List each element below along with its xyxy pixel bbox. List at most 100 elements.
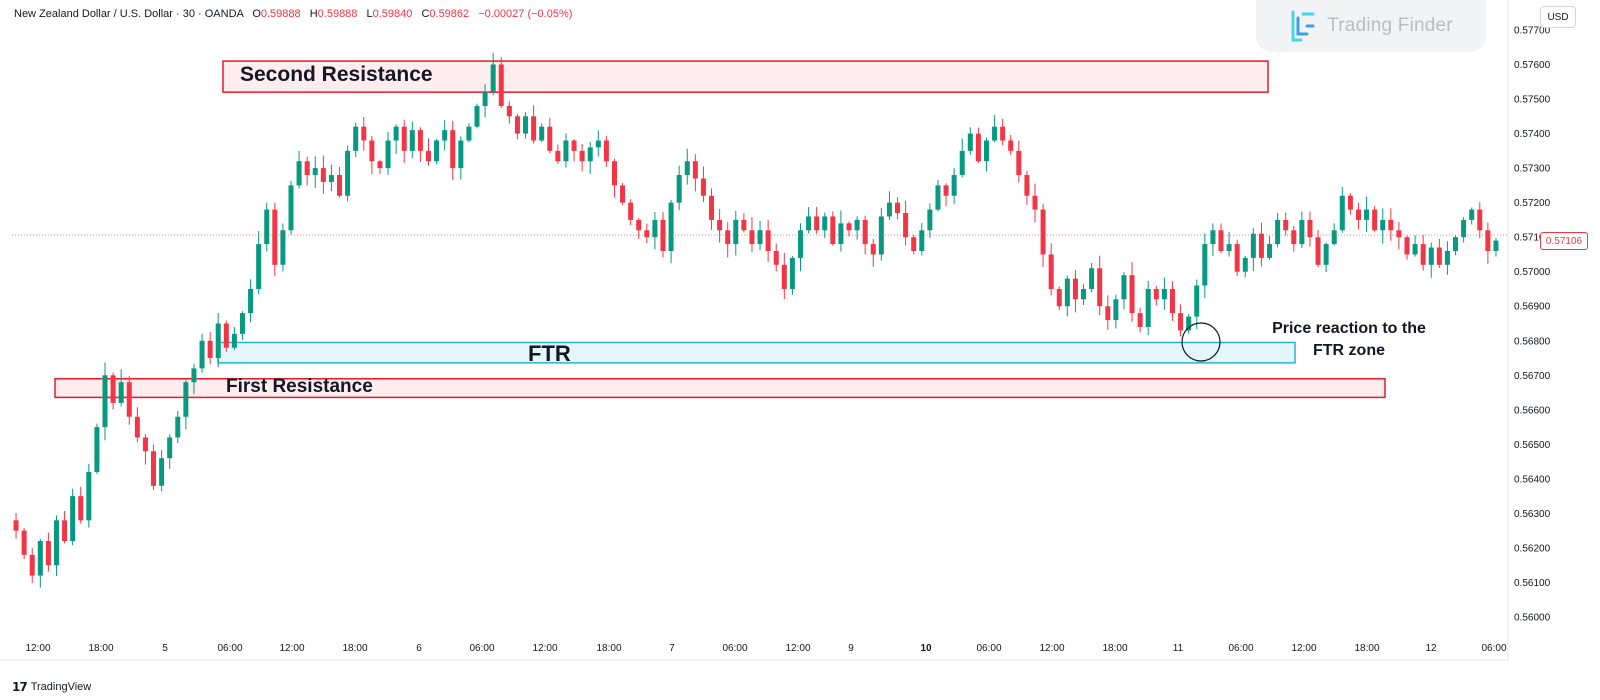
candle-body bbox=[959, 150, 965, 176]
candle-body bbox=[345, 150, 351, 196]
candle-body bbox=[191, 368, 197, 383]
candle-body bbox=[830, 216, 836, 245]
x-tick-label: 12:00 bbox=[1039, 643, 1064, 654]
x-tick-label: 18:00 bbox=[1102, 643, 1127, 654]
candle-body bbox=[951, 175, 957, 196]
candle-body bbox=[1081, 288, 1087, 300]
x-tick-label: 06:00 bbox=[217, 643, 242, 654]
candle-body bbox=[757, 230, 763, 245]
candle-body bbox=[474, 105, 480, 127]
candle-body bbox=[53, 520, 59, 566]
candle-body bbox=[442, 130, 448, 141]
candle-body bbox=[450, 130, 456, 169]
candle-body bbox=[102, 375, 108, 428]
high-value: 0.59888 bbox=[317, 8, 358, 20]
candle-body bbox=[328, 175, 334, 182]
candle-body bbox=[1064, 278, 1070, 307]
candle-body bbox=[215, 323, 221, 359]
x-tick-label: 12:00 bbox=[532, 643, 557, 654]
open-value: 0.59888 bbox=[260, 8, 301, 20]
candle-body bbox=[118, 382, 124, 403]
tradingview-logo-icon: 𝟭𝟳 bbox=[12, 680, 28, 694]
candle-body bbox=[854, 219, 860, 231]
x-tick-label: 10 bbox=[920, 643, 932, 654]
candle-body bbox=[1024, 175, 1030, 196]
close-label: C bbox=[421, 8, 430, 20]
symbol-title[interactable]: New Zealand Dollar / U.S. Dollar · 30 · … bbox=[14, 8, 244, 20]
candle-body bbox=[523, 116, 529, 134]
candle-body bbox=[1331, 230, 1337, 245]
candle-body bbox=[417, 130, 423, 151]
candle-body bbox=[717, 219, 723, 231]
y-tick-label: 0.57400 bbox=[1514, 129, 1551, 140]
candle-body bbox=[1000, 126, 1006, 141]
x-tick-label: 06:00 bbox=[722, 643, 747, 654]
candle-body bbox=[1218, 230, 1224, 251]
candle-body bbox=[1226, 244, 1232, 251]
candle-body bbox=[927, 209, 933, 231]
y-tick-label: 0.56000 bbox=[1514, 613, 1551, 624]
x-tick-label: 9 bbox=[848, 643, 854, 654]
candle-body bbox=[571, 140, 577, 151]
candle-body bbox=[943, 185, 949, 196]
candle-body bbox=[1315, 237, 1321, 265]
y-tick-label: 0.57700 bbox=[1514, 26, 1551, 37]
x-tick-label: 12:00 bbox=[1291, 643, 1316, 654]
candle-body bbox=[806, 216, 812, 231]
candle-body bbox=[919, 230, 925, 251]
candle-body bbox=[13, 520, 19, 531]
candle-body bbox=[733, 219, 739, 245]
y-tick-label: 0.57200 bbox=[1514, 198, 1551, 209]
candle-body bbox=[361, 126, 367, 141]
candle-body bbox=[142, 437, 148, 452]
candle-body bbox=[1372, 209, 1378, 231]
candle-body bbox=[547, 126, 553, 151]
candle-body bbox=[587, 147, 593, 162]
candle-body bbox=[814, 216, 820, 231]
candle-body bbox=[992, 126, 998, 141]
tradingview-branding[interactable]: 𝟭𝟳 TradingView bbox=[12, 680, 91, 694]
candle-body bbox=[1072, 278, 1078, 300]
candle-body bbox=[967, 133, 973, 151]
close-value: 0.59862 bbox=[429, 8, 470, 20]
candle-body bbox=[862, 219, 868, 245]
candle-body bbox=[789, 257, 795, 289]
candle-body bbox=[652, 219, 658, 238]
candle-body bbox=[272, 209, 278, 265]
second-resistance-label: Second Resistance bbox=[240, 63, 433, 86]
candle-body bbox=[151, 451, 157, 486]
candle-body bbox=[482, 92, 488, 106]
currency-button[interactable]: USD bbox=[1540, 6, 1576, 28]
candle-body bbox=[668, 202, 674, 251]
candle-body bbox=[611, 161, 617, 186]
ftr-label: FTR bbox=[528, 341, 571, 366]
x-tick-label: 6 bbox=[416, 643, 422, 654]
candle-body bbox=[1121, 275, 1127, 300]
candle-body bbox=[312, 168, 318, 176]
y-tick-label: 0.56800 bbox=[1514, 336, 1551, 347]
y-tick-label: 0.57300 bbox=[1514, 164, 1551, 175]
candle-body bbox=[1275, 219, 1281, 245]
second-resistance-zone[interactable] bbox=[222, 60, 1269, 93]
y-tick-label: 0.57600 bbox=[1514, 60, 1551, 71]
candle-body bbox=[514, 116, 520, 134]
candle-body bbox=[280, 230, 286, 265]
candle-body bbox=[1178, 313, 1184, 331]
first-resistance-zone[interactable] bbox=[54, 377, 1386, 399]
candle-body bbox=[377, 161, 383, 169]
candle-body bbox=[1436, 247, 1442, 265]
ftr-zone[interactable] bbox=[217, 341, 1296, 364]
candle-body bbox=[1404, 237, 1410, 255]
candle-body bbox=[1461, 219, 1467, 238]
candle-body bbox=[676, 175, 682, 203]
candle-body bbox=[822, 216, 828, 231]
candle-body bbox=[1283, 219, 1289, 231]
candle-body bbox=[1339, 195, 1345, 231]
candle-body bbox=[288, 185, 294, 231]
candle-body bbox=[45, 541, 51, 566]
y-tick-label: 0.56300 bbox=[1514, 509, 1551, 520]
candle-body bbox=[353, 126, 359, 151]
candle-body bbox=[1380, 219, 1386, 231]
candle-body bbox=[709, 195, 715, 220]
